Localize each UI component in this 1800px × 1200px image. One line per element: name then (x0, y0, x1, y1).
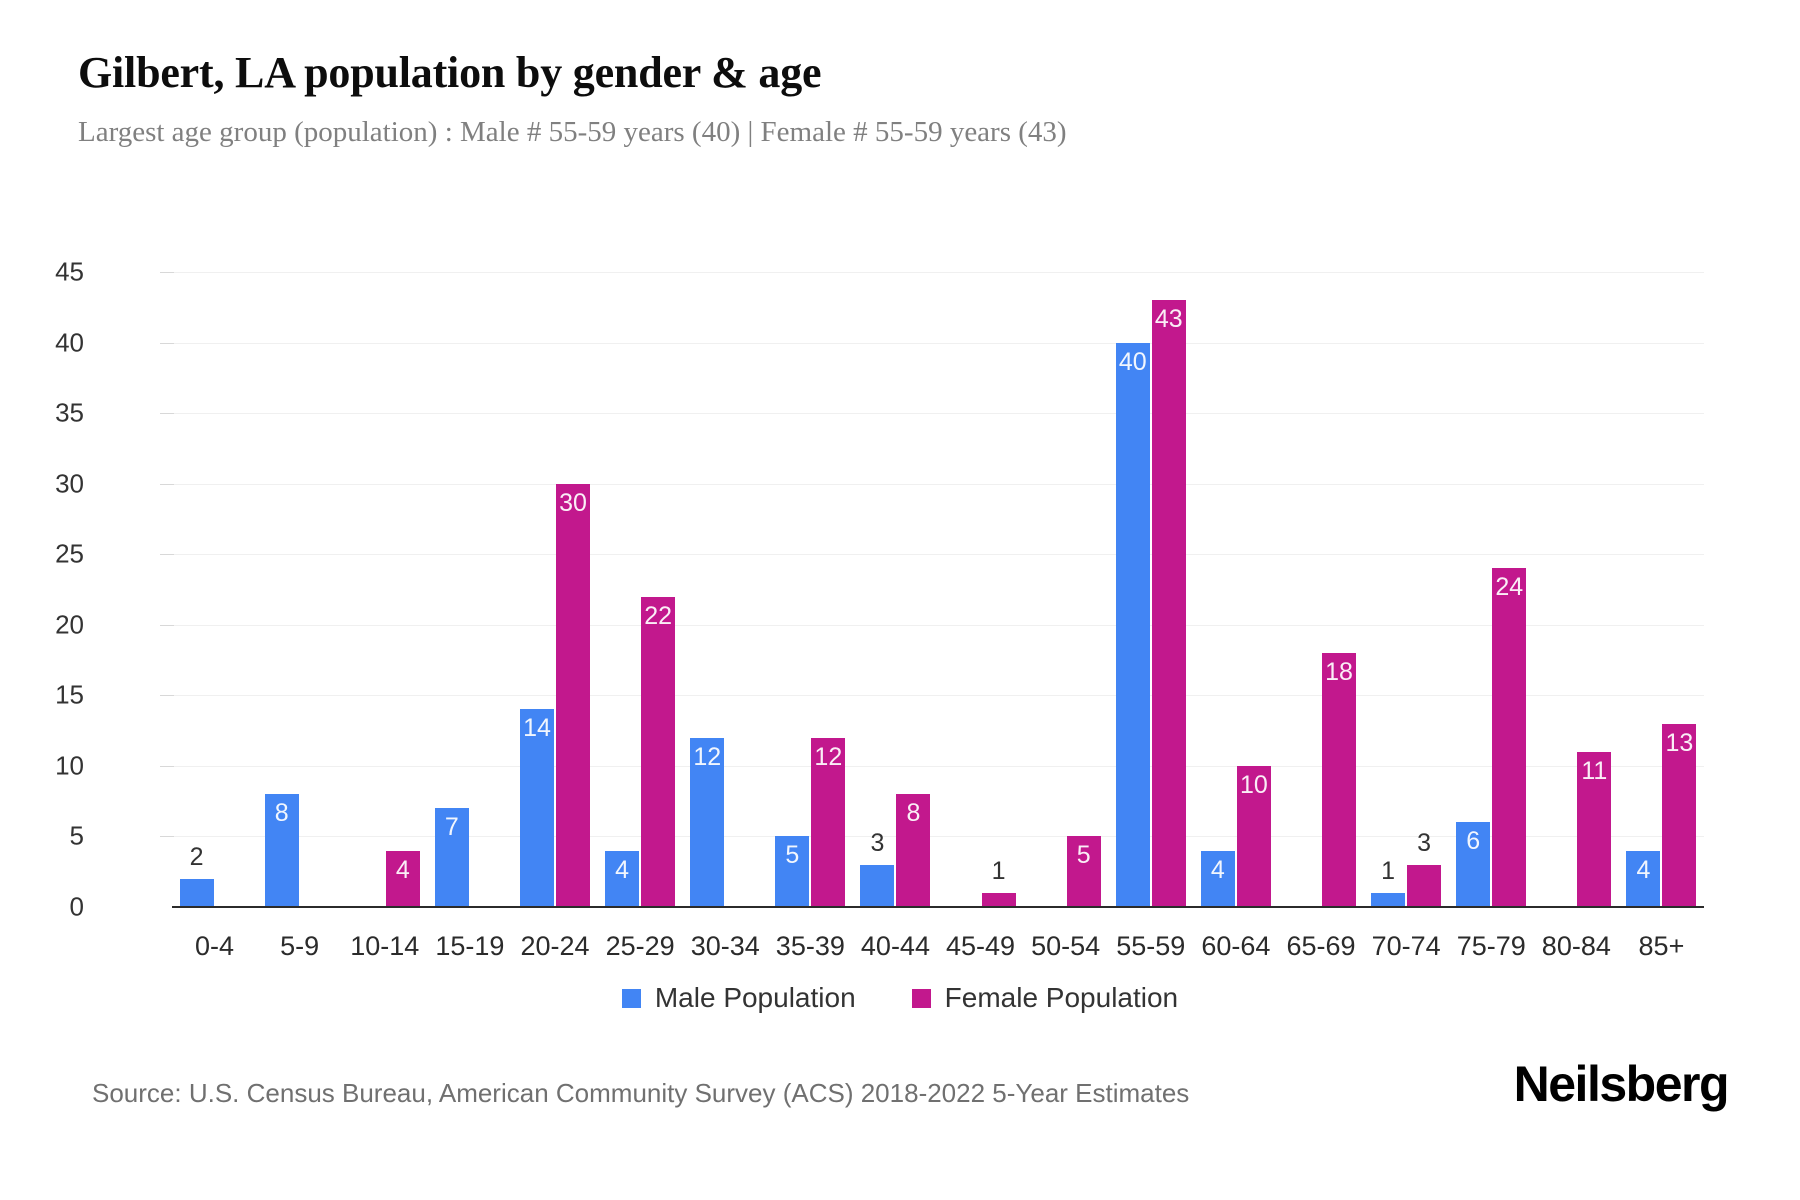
y-axis-tick-label: 20 (55, 609, 84, 640)
bar-male-20-24[interactable] (520, 709, 554, 907)
gridline (172, 554, 1704, 556)
y-axis-tick-label: 30 (55, 468, 84, 499)
legend-swatch-icon (621, 988, 641, 1008)
y-axis-tick-label: 0 (69, 891, 84, 922)
gridline (172, 695, 1704, 697)
y-axis-tick-label: 45 (55, 256, 84, 287)
bar-male-85+[interactable] (1626, 850, 1661, 907)
x-axis-tick-label: 75-79 (1456, 931, 1526, 961)
bar-female-25-29[interactable] (641, 596, 676, 907)
y-axis-tick-mark (160, 624, 174, 626)
bar-female-80-84[interactable] (1577, 751, 1612, 907)
y-axis-tick-mark (160, 836, 174, 838)
x-axis-tick-label: 55-59 (1116, 931, 1186, 961)
chart-subtitle: Largest age group (population) : Male # … (78, 115, 1067, 148)
bar-female-65-69[interactable] (1322, 653, 1356, 907)
x-axis-tick-label: 65-69 (1286, 931, 1356, 961)
chart-header: Gilbert, LA population by gender & age L… (78, 48, 1718, 149)
y-axis-tick-mark (160, 554, 174, 556)
x-axis-tick-label: 35-39 (775, 931, 845, 961)
bar-value-label: 1 (991, 856, 1006, 885)
gridline (172, 342, 1704, 344)
x-axis-tick-label: 15-19 (435, 931, 505, 961)
bar-female-85+[interactable] (1662, 723, 1697, 907)
x-axis-tick-label: 5-9 (280, 931, 320, 961)
bar-male-70-74[interactable] (1371, 892, 1406, 907)
y-axis-tick-label: 40 (55, 327, 84, 358)
y-axis-tick-label: 5 (69, 820, 84, 851)
bar-female-55-59[interactable] (1151, 300, 1186, 907)
x-axis-tick-label: 20-24 (520, 931, 590, 961)
bar-female-50-54[interactable] (1066, 836, 1101, 907)
x-axis-tick-label: 40-44 (860, 931, 930, 961)
gridline (172, 272, 1704, 273)
bar-female-75-79[interactable] (1492, 568, 1527, 907)
x-axis-tick-label: 10-14 (350, 931, 420, 961)
x-axis-tick-label: 80-84 (1541, 931, 1611, 961)
gridline (172, 483, 1704, 485)
x-axis-line (172, 906, 1704, 908)
legend-label: Male Population (654, 982, 856, 1013)
page-title: Gilbert, LA population by gender & age (78, 48, 822, 97)
bar-male-55-59[interactable] (1115, 342, 1150, 907)
bar-male-5-9[interactable] (264, 794, 299, 907)
bar-female-60-64[interactable] (1236, 765, 1271, 907)
x-axis-tick-label: 45-49 (946, 931, 1016, 961)
bar-male-30-34[interactable] (690, 737, 725, 907)
bar-male-40-44[interactable] (860, 864, 895, 907)
legend-item-male[interactable]: Male Population (621, 982, 856, 1014)
gridline (172, 413, 1704, 415)
y-axis-tick-label: 35 (55, 397, 84, 428)
x-axis-tick-label: 70-74 (1371, 931, 1441, 961)
bar-female-45-49[interactable] (981, 892, 1016, 907)
bar-male-35-39[interactable] (775, 836, 810, 907)
x-axis-tick-label: 25-29 (605, 931, 675, 961)
source-note: Source: U.S. Census Bureau, American Com… (92, 1078, 1190, 1108)
legend-item-female[interactable]: Female Population (911, 982, 1179, 1014)
y-axis-tick-label: 25 (55, 538, 84, 569)
y-axis-tick-mark (160, 342, 174, 344)
bar-female-40-44[interactable] (896, 794, 931, 907)
y-axis-tick-label: 10 (55, 750, 84, 781)
legend-label: Female Population (944, 982, 1179, 1013)
y-axis-tick-mark (160, 765, 174, 767)
x-axis-tick-label: 30-34 (690, 931, 760, 961)
x-axis-tick-label: 50-54 (1031, 931, 1101, 961)
chart-legend: Male Population Female Population (0, 982, 1800, 1014)
bar-value-label: 2 (189, 842, 204, 871)
bar-female-35-39[interactable] (811, 737, 846, 907)
y-axis-tick-mark (160, 272, 174, 273)
y-axis-tick-mark (160, 695, 174, 697)
gridline (172, 624, 1704, 626)
bar-male-60-64[interactable] (1200, 850, 1235, 907)
bar-male-75-79[interactable] (1456, 822, 1491, 907)
legend-swatch-icon (911, 988, 931, 1008)
bar-female-10-14[interactable] (385, 850, 420, 907)
bar-male-15-19[interactable] (434, 808, 469, 907)
x-axis-tick-label: 60-64 (1201, 931, 1271, 961)
bar-male-0-4[interactable] (179, 878, 214, 907)
x-axis-tick-label: 85+ (1638, 931, 1685, 961)
y-axis-tick-label: 15 (55, 679, 84, 710)
bar-female-70-74[interactable] (1407, 864, 1442, 907)
bar-value-label: 3 (1417, 828, 1432, 857)
gridline (172, 765, 1704, 767)
bar-male-25-29[interactable] (605, 850, 640, 907)
y-axis-tick-mark (160, 483, 174, 485)
gridline (172, 836, 1704, 838)
x-axis-tick-label: 0-4 (195, 931, 235, 961)
bar-female-20-24[interactable] (556, 483, 590, 907)
plot-area: 2 8 4 7 14 30 4 22 12 5 12 3 8 1 5 40 43 4 10 18 1 3 6 24 11 4 13 (172, 272, 1704, 908)
brand-logo: Neilsberg (1513, 1056, 1730, 1112)
y-axis-tick-mark (160, 413, 174, 415)
